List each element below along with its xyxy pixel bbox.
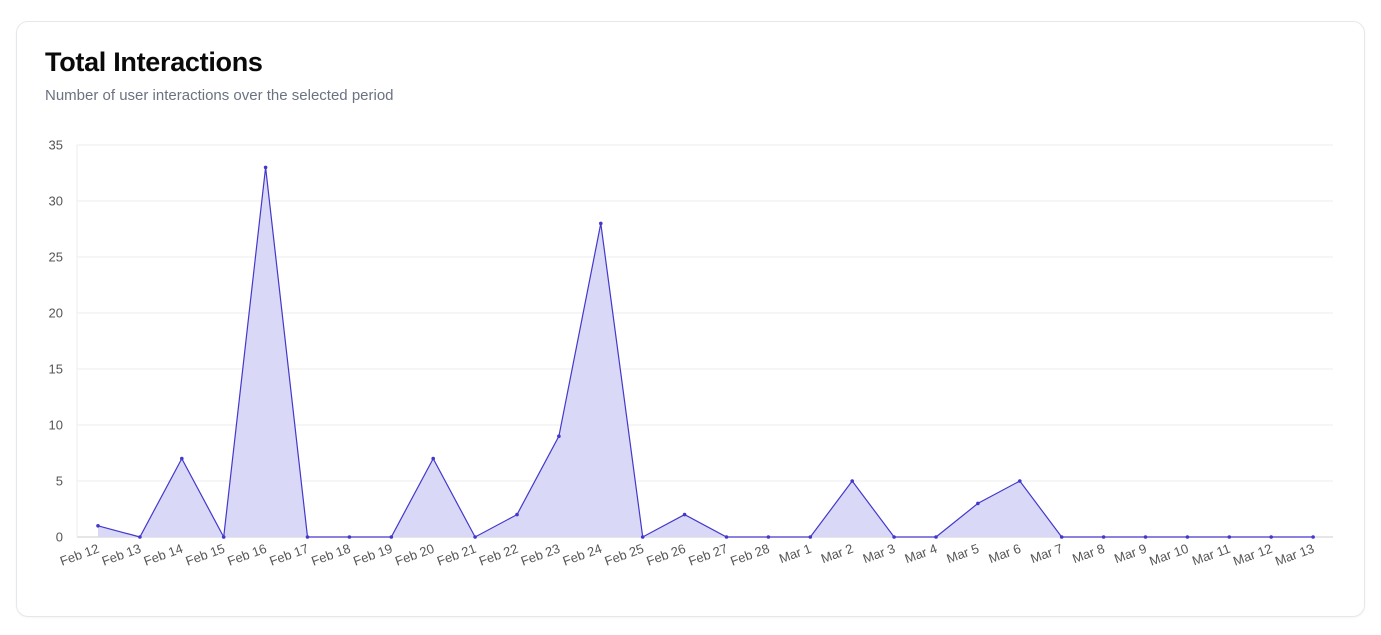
x-tick-label: Feb 20 — [393, 541, 436, 569]
y-tick-label: 0 — [56, 530, 63, 545]
x-tick-label: Feb 28 — [728, 541, 771, 569]
data-point — [305, 535, 310, 539]
data-point — [557, 434, 561, 439]
data-point — [976, 501, 980, 506]
x-tick-label: Feb 16 — [225, 541, 268, 569]
x-tick-label: Mar 11 — [1190, 541, 1232, 569]
y-tick-label: 15 — [49, 362, 63, 377]
x-tick-label: Mar 10 — [1147, 541, 1190, 569]
data-point — [682, 512, 687, 517]
x-tick-label: Feb 27 — [686, 541, 729, 569]
data-point — [1101, 535, 1106, 539]
x-tick-label: Mar 7 — [1028, 541, 1064, 566]
data-point — [892, 535, 896, 539]
x-tick-label: Feb 25 — [603, 541, 646, 569]
x-tick-label: Mar 6 — [986, 541, 1022, 566]
data-point — [180, 456, 184, 461]
y-tick-label: 20 — [49, 306, 63, 321]
x-tick-label: Mar 9 — [1112, 541, 1148, 566]
x-tick-label: Mar 13 — [1273, 541, 1316, 569]
x-tick-label: Feb 17 — [267, 541, 310, 569]
x-tick-label: Feb 26 — [644, 541, 687, 569]
x-tick-label: Mar 3 — [861, 541, 897, 566]
x-tick-label: Feb 22 — [477, 541, 520, 569]
data-point — [1227, 535, 1232, 539]
x-tick-label: Mar 4 — [903, 541, 939, 566]
x-tick-label: Feb 18 — [309, 541, 352, 569]
x-tick-label: Mar 2 — [819, 541, 855, 566]
data-point — [263, 165, 268, 170]
data-point — [934, 535, 938, 539]
data-point — [808, 535, 813, 539]
data-point — [850, 479, 854, 483]
x-tick-label: Feb 12 — [58, 541, 101, 569]
x-tick-label: Feb 14 — [142, 541, 185, 569]
x-tick-label: Feb 23 — [519, 541, 562, 569]
data-point — [473, 535, 477, 539]
y-tick-label: 10 — [49, 418, 63, 433]
y-tick-label: 25 — [49, 250, 63, 265]
data-point — [724, 535, 729, 539]
x-tick-label: Feb 19 — [351, 541, 394, 569]
data-point — [766, 535, 771, 539]
data-point — [1018, 479, 1022, 483]
data-point — [1059, 535, 1064, 539]
x-tick-label: Feb 24 — [561, 541, 604, 569]
chart-subtitle: Number of user interactions over the sel… — [45, 87, 394, 104]
data-point — [599, 221, 603, 226]
data-point — [138, 535, 142, 539]
x-tick-label: Feb 15 — [184, 541, 227, 569]
y-tick-label: 5 — [56, 474, 63, 489]
x-tick-label: Mar 5 — [945, 541, 981, 566]
series-line — [97, 167, 1314, 539]
data-point — [515, 512, 519, 517]
x-tick-label: Feb 21 — [435, 541, 478, 569]
data-point — [431, 456, 436, 461]
x-tick-label: Mar 12 — [1231, 541, 1274, 569]
data-point — [640, 535, 645, 539]
x-tick-label: Feb 13 — [100, 541, 143, 569]
data-point — [347, 535, 352, 539]
data-point — [1269, 535, 1273, 539]
x-tick-label: Mar 1 — [777, 541, 813, 566]
data-point — [389, 535, 394, 539]
x-tick-label: Mar 8 — [1070, 541, 1106, 566]
y-tick-label: 30 — [49, 194, 63, 209]
y-tick-label: 35 — [49, 138, 63, 153]
chart-title: Total Interactions — [45, 47, 263, 77]
data-point — [221, 535, 226, 539]
data-point — [1311, 535, 1315, 539]
data-point — [1143, 535, 1148, 539]
series-area — [98, 167, 1314, 537]
data-point — [96, 524, 100, 528]
data-point — [1185, 535, 1190, 539]
